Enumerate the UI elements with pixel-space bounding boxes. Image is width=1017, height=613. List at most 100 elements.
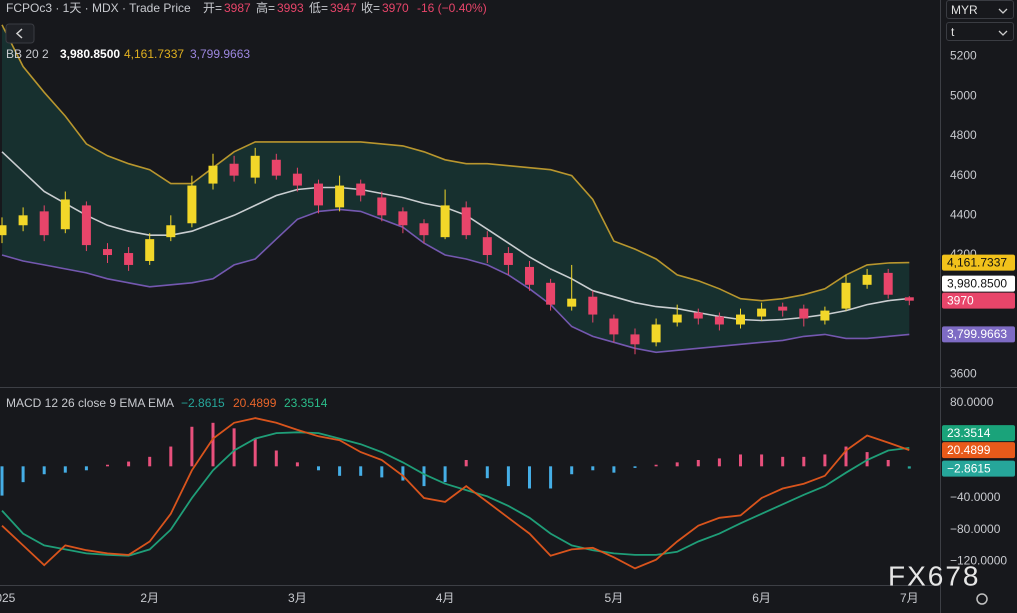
histogram-bar bbox=[106, 465, 109, 467]
candle-body bbox=[251, 156, 260, 178]
candle-body bbox=[441, 205, 450, 237]
candle-body bbox=[314, 184, 323, 206]
candle-body bbox=[820, 311, 829, 321]
histogram-bar bbox=[423, 466, 426, 486]
candle-body bbox=[462, 207, 471, 235]
chevron bbox=[998, 8, 1008, 14]
y-tick-label: −120.0000 bbox=[950, 553, 1007, 567]
histogram-bar bbox=[612, 466, 615, 472]
histogram-bar bbox=[317, 466, 320, 470]
candle-body bbox=[588, 297, 597, 315]
histogram-bar bbox=[718, 458, 721, 466]
candle-body bbox=[103, 249, 112, 255]
candle-body bbox=[905, 297, 914, 300]
candle-body bbox=[420, 223, 429, 235]
indicator-value: 23.3514 bbox=[284, 396, 328, 410]
histogram-bar bbox=[254, 439, 257, 467]
chevron bbox=[998, 30, 1008, 36]
histogram-bar bbox=[887, 460, 890, 466]
candle-body bbox=[124, 253, 133, 265]
currency-dropdown[interactable]: MYR bbox=[946, 0, 1014, 19]
candle-body bbox=[145, 239, 154, 261]
histogram-bar bbox=[380, 466, 383, 477]
y-tick-label: 4600 bbox=[950, 168, 977, 182]
histogram-bar bbox=[401, 466, 404, 480]
candle-body bbox=[567, 299, 576, 307]
x-tick-label: 6月 bbox=[752, 591, 771, 605]
ohlc-label: 高= bbox=[256, 0, 275, 15]
histogram-bar bbox=[739, 454, 742, 466]
candle-body bbox=[631, 334, 640, 344]
price-badge-label: 20.4899 bbox=[947, 443, 991, 457]
histogram-bar bbox=[359, 466, 362, 475]
x-tick-label: 2月 bbox=[140, 591, 159, 605]
candle-body bbox=[377, 197, 386, 215]
candle-body bbox=[483, 237, 492, 255]
histogram-bar bbox=[233, 428, 236, 466]
indicator-value: −2.8615 bbox=[181, 396, 225, 410]
price-badge-label: 3,799.9663 bbox=[947, 327, 1007, 341]
candle-body bbox=[546, 283, 555, 305]
histogram-bar bbox=[275, 451, 278, 467]
x-tick-label: 4月 bbox=[436, 591, 455, 605]
indicator-name: BB 20 2 bbox=[6, 47, 49, 61]
ohlc-value: 3970 bbox=[382, 1, 409, 15]
histogram-bar bbox=[1, 466, 4, 495]
histogram-bar bbox=[190, 427, 193, 467]
histogram-bar bbox=[908, 466, 911, 468]
histogram-bar bbox=[697, 460, 700, 466]
histogram-bar bbox=[465, 460, 468, 466]
candle-body bbox=[166, 225, 175, 237]
histogram-bar bbox=[296, 462, 299, 466]
candle-body bbox=[799, 309, 808, 319]
price-badge-label: 4,161.7337 bbox=[947, 255, 1007, 269]
indicator-value: 3,980.8500 bbox=[60, 47, 120, 61]
histogram-bar bbox=[486, 466, 489, 478]
indicator-name: MACD 12 26 close 9 EMA EMA bbox=[6, 396, 174, 410]
candle-body bbox=[187, 186, 196, 224]
y-tick-label: 4400 bbox=[950, 208, 977, 222]
candle-body bbox=[884, 273, 893, 295]
y-tick-label: −40.0000 bbox=[950, 490, 1001, 504]
histogram-bar bbox=[127, 462, 130, 467]
chart-title: FCPOc3 · 1天 · MDX · Trade Price bbox=[6, 1, 191, 15]
unit-dropdown[interactable]: t bbox=[946, 22, 1014, 41]
candle-body bbox=[356, 184, 365, 196]
histogram-bar bbox=[655, 465, 658, 467]
indicator-value: 4,161.7337 bbox=[124, 47, 184, 61]
histogram-bar bbox=[22, 466, 25, 482]
histogram-bar bbox=[338, 466, 341, 475]
x-tick-label: 7月 bbox=[900, 591, 919, 605]
y-tick-label: 5200 bbox=[950, 49, 977, 63]
histogram-bar bbox=[85, 466, 88, 470]
candle-body bbox=[694, 313, 703, 319]
candle-body bbox=[778, 307, 787, 311]
histogram-bar bbox=[676, 462, 679, 466]
price-badge-label: 3,980.8500 bbox=[947, 276, 1007, 290]
candle-body bbox=[525, 267, 534, 285]
ohlc-value: 3993 bbox=[277, 1, 304, 15]
indicator-value: 20.4899 bbox=[233, 396, 277, 410]
price-badge-label: 3970 bbox=[947, 293, 974, 307]
histogram-bar bbox=[528, 466, 531, 488]
candle-body bbox=[504, 253, 513, 265]
candle-body bbox=[398, 211, 407, 225]
x-tick-label: 2025 bbox=[0, 591, 16, 605]
histogram-bar bbox=[507, 466, 510, 486]
y-tick-label: 4800 bbox=[950, 128, 977, 142]
ohlc-label: 收= bbox=[361, 1, 380, 15]
candle-body bbox=[230, 164, 239, 176]
histogram-bar bbox=[823, 454, 826, 466]
histogram-bar bbox=[43, 466, 46, 474]
candle-body bbox=[0, 225, 7, 235]
back-button[interactable] bbox=[6, 24, 34, 43]
histogram-bar bbox=[64, 466, 67, 472]
candle-body bbox=[842, 283, 851, 309]
candle-body bbox=[335, 186, 344, 208]
candle-body bbox=[209, 166, 218, 184]
x-tick-label: 5月 bbox=[605, 591, 624, 605]
candle-body bbox=[40, 211, 49, 235]
candle-body bbox=[673, 315, 682, 323]
